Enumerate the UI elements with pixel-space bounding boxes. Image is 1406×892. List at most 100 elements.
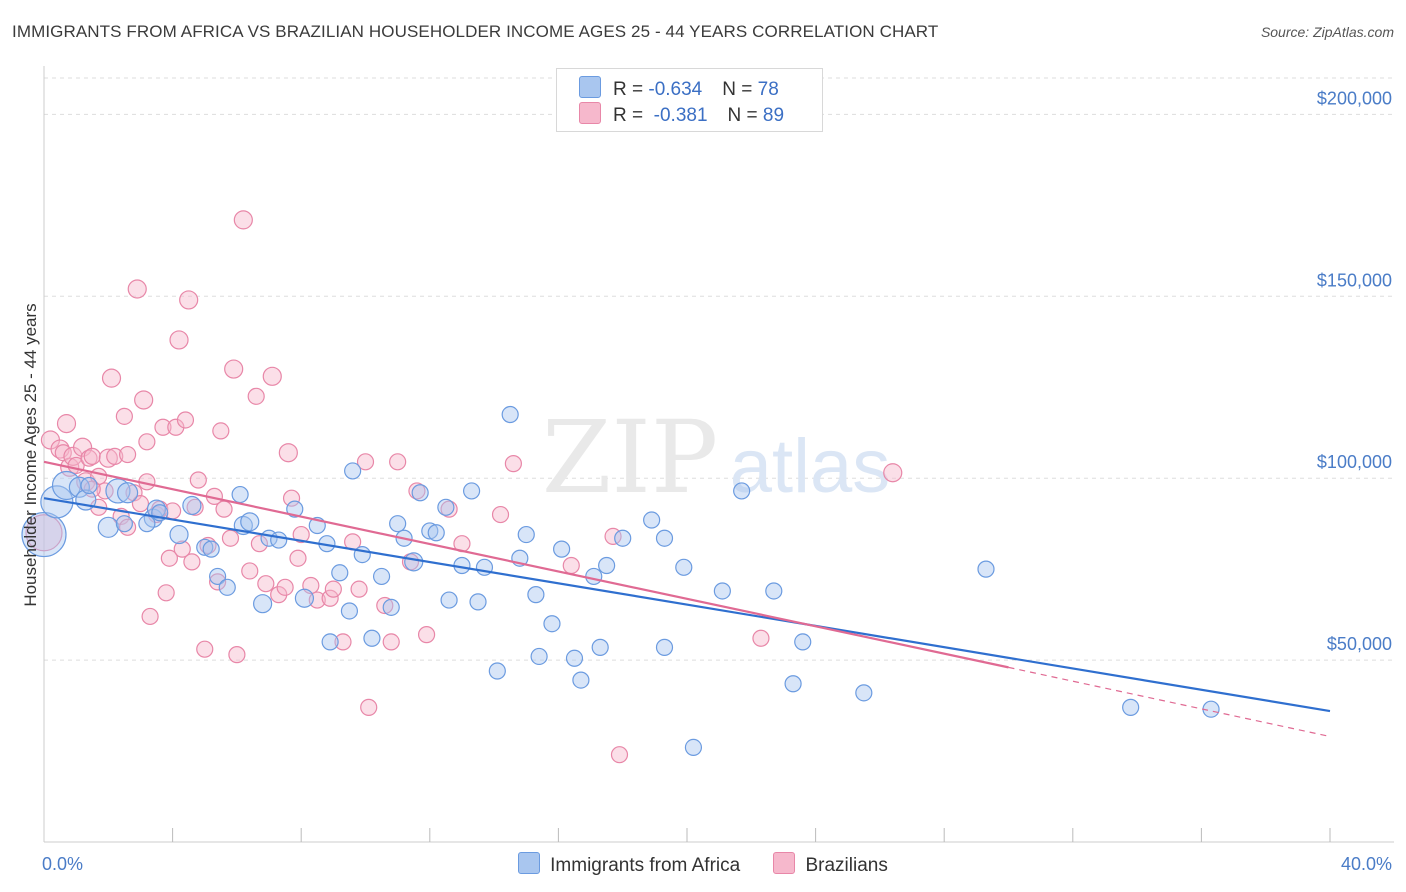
africa-point — [784, 675, 802, 693]
brazilians-point — [96, 482, 114, 500]
brazilians-point — [257, 575, 275, 593]
africa-point — [40, 485, 74, 519]
brazilians-point — [134, 390, 154, 410]
africa-point — [331, 564, 349, 582]
y-axis-title: Householder Income Ages 25 - 44 years — [21, 303, 40, 606]
brazilians-point — [196, 640, 214, 658]
brazilians-point — [417, 626, 436, 644]
brazilians-point — [324, 580, 342, 598]
series-legend: Immigrants from Africa Brazilians — [0, 852, 1406, 877]
brazilians-point — [72, 437, 93, 457]
africa-point — [517, 525, 535, 544]
africa-point — [389, 515, 407, 533]
africa-point — [294, 588, 315, 608]
africa-point — [169, 524, 189, 545]
africa-point — [196, 538, 214, 556]
africa-point — [202, 540, 220, 558]
africa-point — [231, 485, 249, 504]
brazilians-point — [115, 407, 133, 425]
africa-point — [675, 558, 693, 576]
africa-point — [684, 738, 703, 757]
brazilians-point — [157, 584, 175, 602]
brazilians-point — [350, 580, 368, 598]
axes — [43, 66, 1394, 843]
brazilians-point — [215, 500, 233, 518]
legend-swatch-brazilians — [579, 102, 601, 124]
watermark-atlas: atlas — [730, 424, 891, 509]
africa-point — [253, 594, 273, 614]
brazilians-point — [382, 633, 400, 651]
x-tick-label-max: 40.0% — [1341, 854, 1392, 874]
legend-label-brazilians: Brazilians — [805, 855, 888, 876]
brazilians-point — [131, 495, 150, 513]
brazilians-point — [106, 447, 124, 465]
africa-point — [527, 586, 545, 604]
africa-point — [530, 647, 548, 666]
x-tick-label-min: 0.0% — [42, 854, 83, 874]
watermark: ZIP atlas — [542, 399, 890, 516]
africa-point — [1122, 698, 1140, 716]
africa-point — [501, 405, 519, 424]
africa-point — [404, 552, 424, 572]
africa-point — [340, 602, 359, 620]
africa-point — [855, 684, 873, 702]
africa-point — [80, 476, 98, 495]
brazilians-point — [212, 422, 230, 440]
brazilians-point — [221, 529, 240, 547]
brazilians-point — [389, 453, 407, 471]
brazilians-point — [209, 573, 227, 591]
africa-point — [543, 615, 561, 633]
africa-point — [21, 511, 67, 558]
legend-swatch-africa — [579, 76, 601, 98]
brazilians-point — [173, 540, 191, 558]
trend-line-brazilians — [43, 460, 1009, 669]
africa-point — [363, 629, 381, 647]
brazilians-point — [321, 589, 339, 607]
brazilians-point — [169, 330, 189, 350]
brazilians-point — [282, 489, 301, 507]
africa-point — [209, 567, 227, 586]
brazilians-point — [376, 596, 394, 615]
legend-row-brazilians: R = -0.381 N = 89 — [579, 102, 784, 126]
brazilians-point — [262, 366, 282, 386]
brazilians-point — [278, 443, 298, 463]
africa-point — [585, 567, 603, 586]
africa-point — [713, 582, 731, 600]
africa-point — [372, 567, 391, 586]
brazilians-point — [356, 453, 375, 471]
africa-point — [240, 512, 260, 532]
africa-point — [462, 482, 481, 500]
africa-point — [794, 633, 812, 651]
brazilians-point — [292, 525, 310, 544]
source-label: Source: ZipAtlas.com — [1260, 24, 1394, 40]
brazilians-point — [360, 698, 378, 716]
africa-point — [115, 515, 133, 533]
brazilians-point — [610, 746, 629, 764]
africa-point — [565, 649, 584, 667]
africa-point — [286, 500, 304, 518]
africa-point — [655, 529, 674, 547]
brazilians-point — [98, 448, 118, 468]
axis-labels: $50,000 $100,000 $150,000 $200,000 0.0% 40.0%… — [21, 88, 1392, 874]
africa-point — [488, 662, 506, 680]
brazilians-point — [289, 549, 307, 567]
africa-point — [572, 671, 590, 689]
legend-r-value: -0.634 — [648, 79, 703, 100]
africa-point — [182, 495, 202, 516]
legend-n-label: N = — [727, 105, 763, 126]
brazilians-point — [160, 549, 178, 567]
brazilians-point — [56, 414, 77, 434]
legend-n-value: 78 — [757, 79, 779, 100]
trend-line-africa — [43, 497, 1331, 713]
africa-point — [591, 638, 609, 656]
brazilians-point — [179, 290, 199, 310]
chart-title: IMMIGRANTS FROM AFRICA VS BRAZILIAN HOUS… — [12, 22, 939, 41]
brazilians-point — [183, 553, 201, 571]
brazilians-point — [228, 646, 246, 664]
y-tick-label: $50,000 — [1327, 634, 1392, 654]
legend-n-label: N = — [722, 79, 758, 100]
africa-point — [421, 522, 439, 540]
brazilians-point — [562, 556, 580, 575]
africa-point — [469, 593, 487, 611]
